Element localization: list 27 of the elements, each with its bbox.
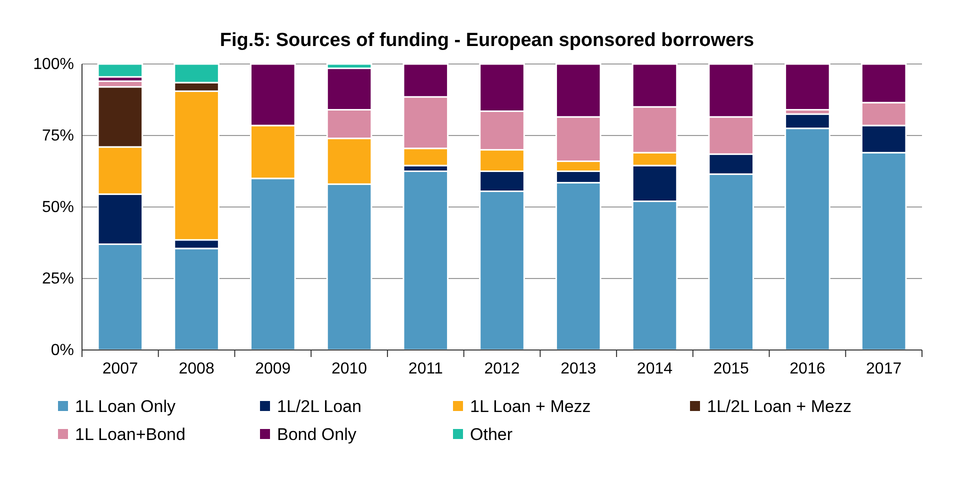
x-tick-label: 2014: [636, 360, 673, 378]
x-tick-label: 2011: [408, 360, 443, 378]
x-tick-label: 2015: [713, 360, 749, 378]
x-tick-label: 2013: [560, 360, 596, 378]
legend-label: Bond Only: [277, 425, 357, 444]
y-tick-label: 0%: [50, 342, 74, 360]
legend-label: 1L Loan+Bond: [75, 425, 186, 444]
legend-label: Other: [470, 425, 513, 444]
y-tick-label: 100%: [33, 56, 74, 74]
bar: [97, 63, 144, 78]
legend-label: 1L Loan + Mezz: [470, 397, 591, 416]
x-tick-label: 2008: [178, 360, 214, 378]
y-tick-label: 50%: [42, 199, 74, 216]
legend-label: 1L/2L Loan: [277, 397, 362, 416]
x-tick-label: 2009: [255, 360, 291, 378]
bar: [402, 170, 449, 351]
x-tick-label: 2012: [484, 360, 520, 378]
legend-label: 1L Loan Only: [75, 397, 176, 416]
y-tick-label: 25%: [42, 270, 74, 288]
x-tick-label: 2017: [866, 360, 902, 378]
y-tick-label: 75%: [42, 128, 74, 145]
x-tick-label: 2007: [102, 360, 138, 378]
x-tick-label: 2010: [331, 360, 368, 378]
chart-title: Fig.5: Sources of funding - European sponsored borrowers: [220, 30, 754, 51]
legend-label: 1L/2L Loan + Mezz: [707, 397, 852, 416]
x-tick-label: 2016: [790, 360, 826, 378]
bar: [784, 63, 830, 111]
